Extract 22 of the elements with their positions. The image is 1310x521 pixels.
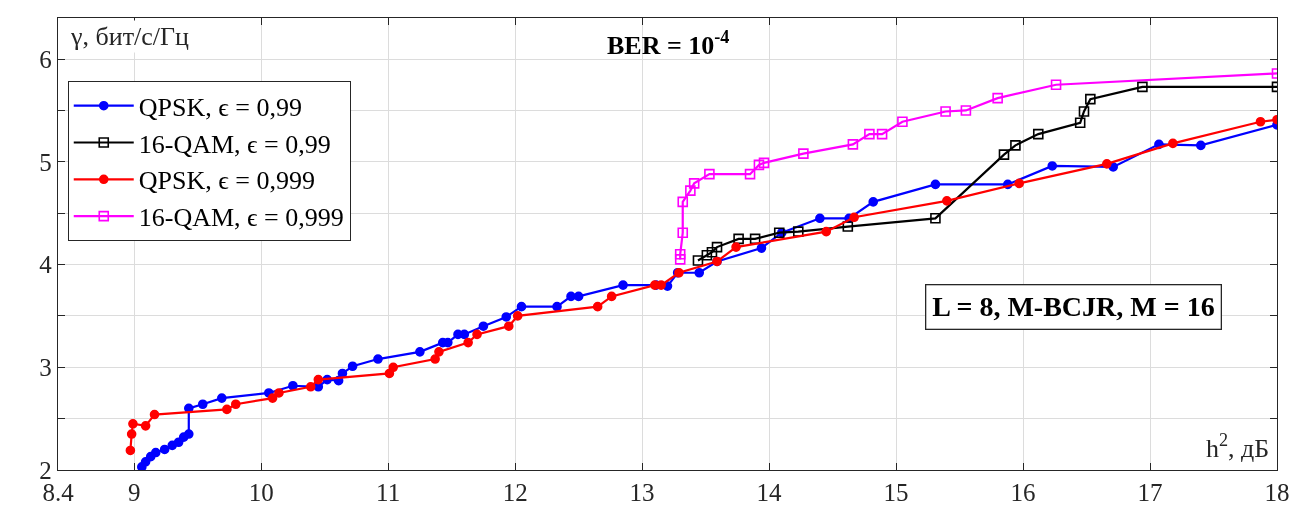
chart-title: BER = 10$^{-4}$	[607, 27, 730, 60]
legend-label: 16-QAM, ϵ = 0,999	[138, 203, 344, 233]
x-tick-label: 13	[629, 479, 655, 507]
y-tick-label: 5	[39, 148, 52, 176]
legend-label: QPSK, ϵ = 0,999	[138, 166, 315, 196]
x-tick-label: 17	[1137, 479, 1163, 507]
x-tick-label: 12	[502, 479, 528, 507]
x-tick-label: 18	[1264, 479, 1290, 507]
x-tick-label: 15	[883, 479, 909, 507]
x-tick-label: 10	[248, 479, 274, 507]
legend-label: 16-QAM, ϵ = 0,99	[138, 129, 331, 159]
x-axis-title: h$^{2}$, дБ	[1206, 430, 1270, 463]
x-tick-label: 16	[1010, 479, 1036, 507]
y-tick-label: 4	[39, 251, 53, 279]
y-tick-label: 3	[39, 354, 52, 382]
annotation: L = 8, M-BCJR, M = 16	[932, 291, 1215, 323]
x-tick-label: 11	[376, 479, 401, 507]
x-tick-label: 14	[756, 479, 783, 507]
x-tick-label: 9	[127, 479, 141, 507]
legend-label: QPSK, ϵ = 0,99	[138, 92, 302, 122]
y-axis-title: γ, бит/с/Гц	[70, 22, 190, 51]
y-tick-label: 6	[39, 45, 52, 73]
